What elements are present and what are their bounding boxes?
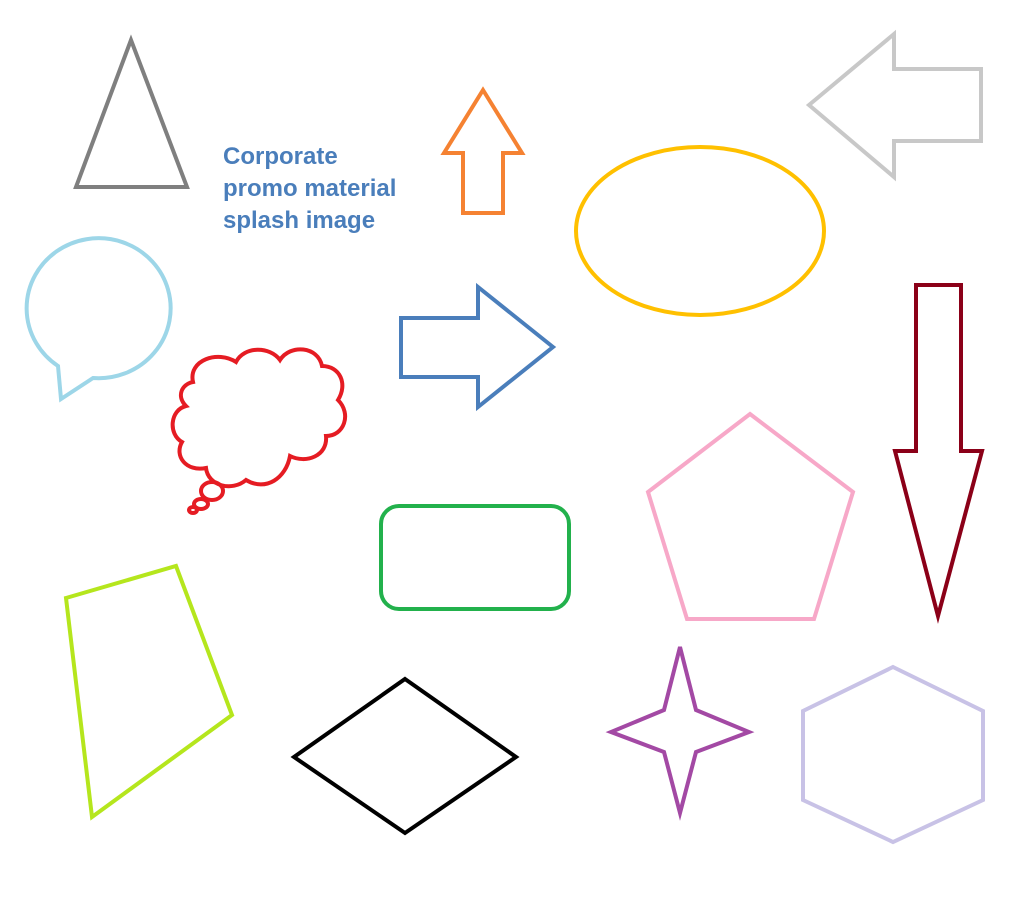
four-point-star-shape <box>605 646 755 821</box>
caption-text: Corporate promo material splash image <box>223 141 483 237</box>
rounded-rectangle-shape <box>379 504 571 611</box>
pentagon-shape <box>645 411 856 621</box>
caption-line-2: promo material <box>223 175 397 202</box>
arrow-up-shape <box>440 86 526 215</box>
hexagon-shape <box>801 664 985 845</box>
caption-line-3: splash image <box>223 207 376 234</box>
arrow-right-shape <box>399 282 557 412</box>
arrow-left-shape <box>805 29 983 182</box>
triangle-shape <box>73 34 190 189</box>
ellipse-shape <box>574 145 826 317</box>
arrow-down-shape <box>892 283 985 624</box>
speech-bubble-shape <box>24 236 173 403</box>
caption-line-1: Corporate <box>223 143 338 170</box>
quadrilateral-shape <box>63 563 235 821</box>
diamond-shape <box>290 676 520 836</box>
thought-cloud-shape <box>170 347 348 515</box>
